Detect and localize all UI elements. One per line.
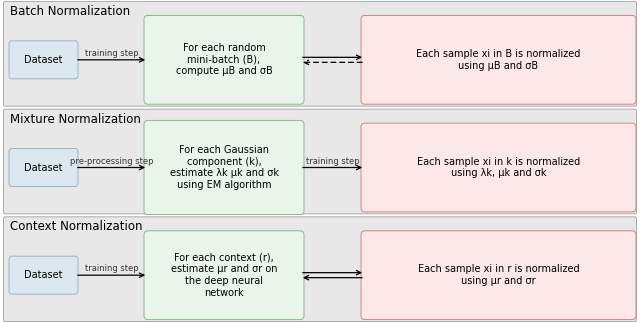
FancyBboxPatch shape [3, 109, 637, 214]
FancyBboxPatch shape [3, 217, 637, 321]
Text: Mixture Normalization: Mixture Normalization [10, 113, 141, 126]
FancyBboxPatch shape [144, 16, 304, 104]
Text: training step: training step [306, 157, 359, 165]
Text: training step: training step [84, 49, 138, 58]
Text: Each sample xi in k is normalized
using λk, μk and σk: Each sample xi in k is normalized using … [417, 157, 580, 178]
FancyBboxPatch shape [3, 2, 637, 106]
Text: For each random
mini-batch (B),
compute μB and σB: For each random mini-batch (B), compute … [175, 43, 273, 77]
Text: Dataset: Dataset [24, 270, 63, 280]
Text: Dataset: Dataset [24, 55, 63, 65]
FancyBboxPatch shape [144, 120, 304, 214]
FancyBboxPatch shape [9, 149, 78, 186]
Text: Context Normalization: Context Normalization [10, 220, 143, 233]
Text: Each sample xi in r is normalized
using μr and σr: Each sample xi in r is normalized using … [418, 264, 579, 286]
Text: Each sample xi in B is normalized
using μB and σB: Each sample xi in B is normalized using … [416, 49, 580, 71]
Text: Dataset: Dataset [24, 162, 63, 172]
FancyBboxPatch shape [361, 231, 636, 319]
Text: Batch Normalization: Batch Normalization [10, 5, 130, 18]
FancyBboxPatch shape [361, 16, 636, 104]
Text: training step: training step [84, 264, 138, 273]
Text: pre-processing step: pre-processing step [70, 157, 153, 165]
FancyBboxPatch shape [144, 231, 304, 319]
FancyBboxPatch shape [9, 41, 78, 79]
FancyBboxPatch shape [361, 123, 636, 212]
Text: For each context (r),
estimate μr and σr on
the deep neural
network: For each context (r), estimate μr and σr… [171, 253, 277, 297]
Text: For each Gaussian
component (k),
estimate λk μk and σk
using EM algorithm: For each Gaussian component (k), estimat… [170, 145, 278, 190]
FancyBboxPatch shape [9, 256, 78, 294]
